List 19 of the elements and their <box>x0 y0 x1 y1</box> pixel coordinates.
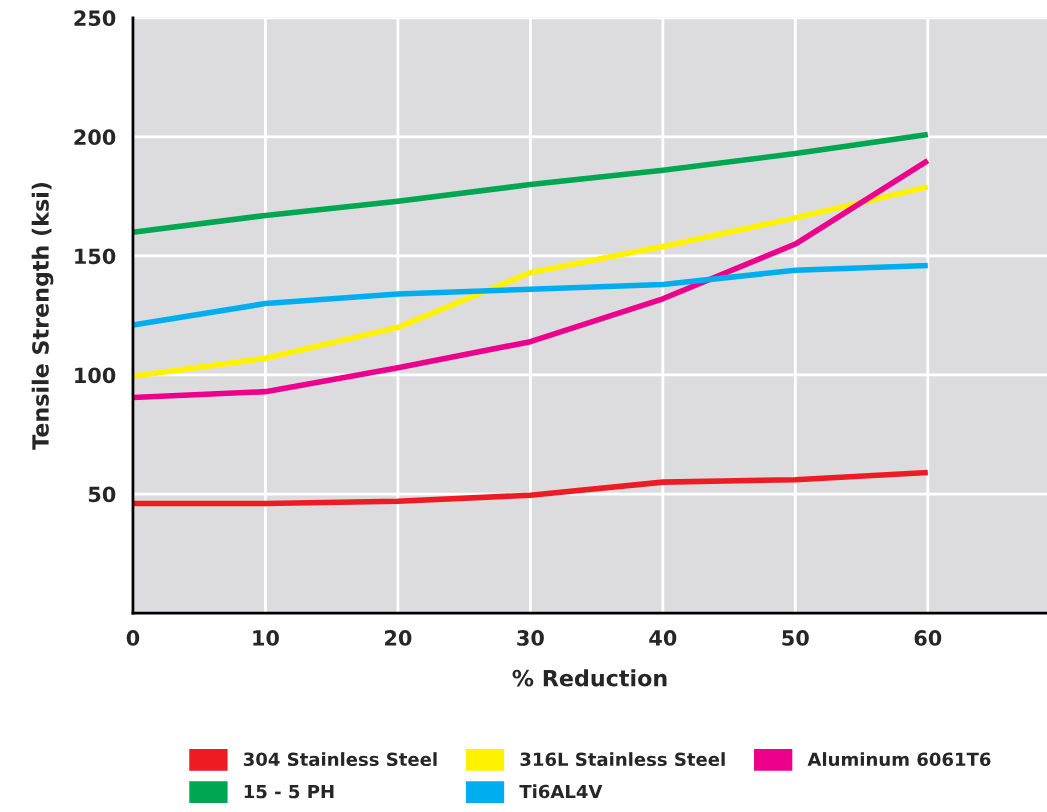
y-tick-label: 200 <box>74 129 116 146</box>
y-tick-label: 150 <box>75 248 116 265</box>
y-tick-label: 250 <box>74 10 116 27</box>
x-tick-label: 30 <box>517 630 544 646</box>
legend-label: 316L Stainless Steel <box>520 752 725 767</box>
y-axis-title: Tensile Strength (ksi) <box>31 182 54 450</box>
x-tick-label: 60 <box>914 630 942 646</box>
x-tick-label: 10 <box>253 630 279 646</box>
x-axis-title: % Reduction <box>512 669 667 687</box>
y-tick-label: 100 <box>75 367 116 384</box>
y-tick-label: 50 <box>88 486 116 503</box>
legend-label: Aluminum 6061T6 <box>807 752 991 767</box>
legend-label: 15 - 5 PH <box>244 784 334 799</box>
x-tick-label: 40 <box>649 630 677 646</box>
x-tick-label: 20 <box>385 630 412 646</box>
x-tick-label: 50 <box>782 630 809 646</box>
legend-label: Ti6AL4V <box>519 784 603 799</box>
legend-label: 304 Stainless Steel <box>243 752 437 767</box>
x-tick-label: 0 <box>126 630 140 646</box>
